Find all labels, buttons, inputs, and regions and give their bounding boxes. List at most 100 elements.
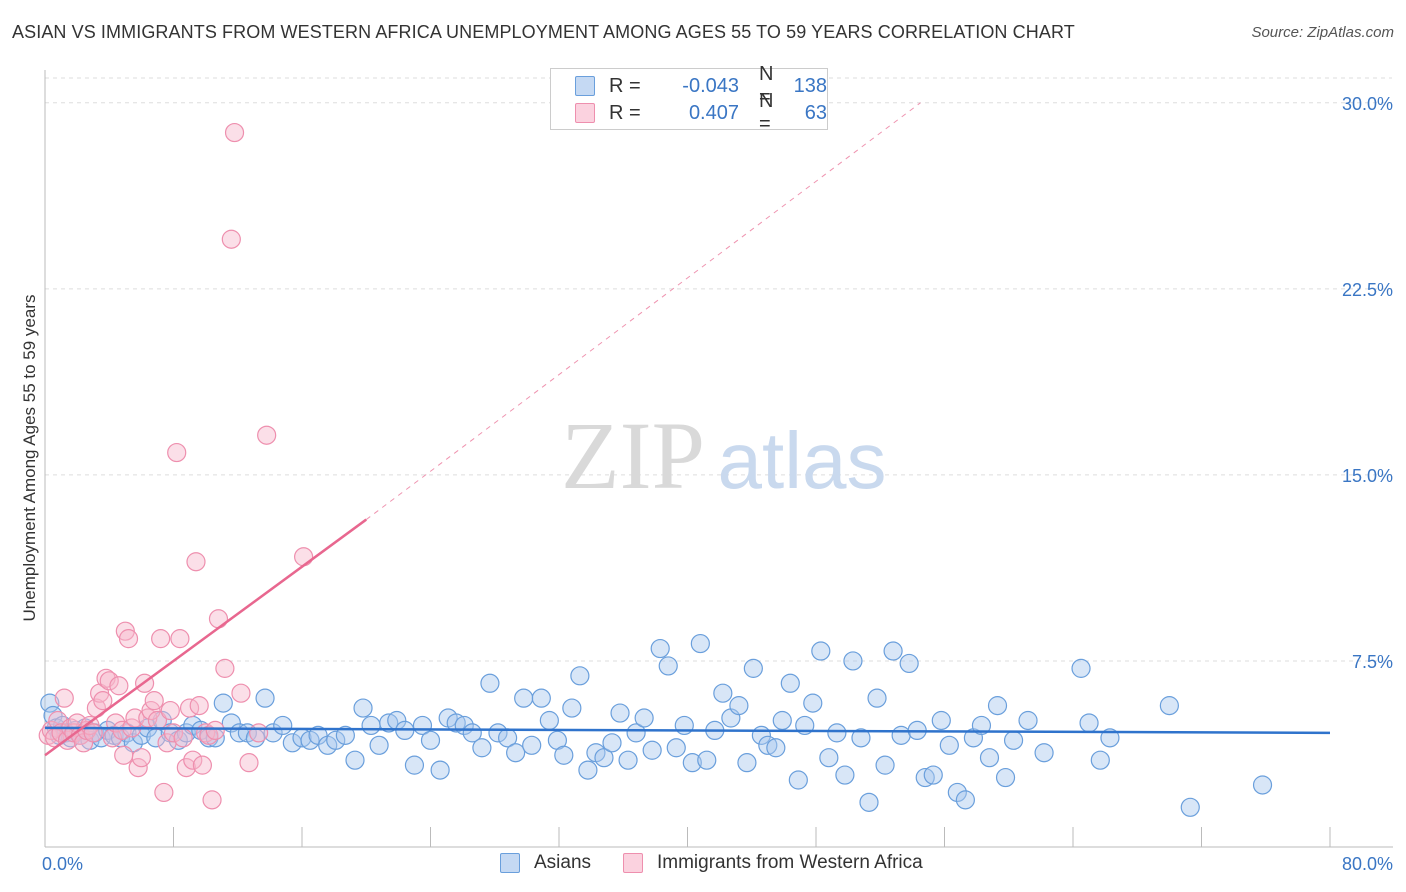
asian-point bbox=[758, 735, 778, 755]
legend-n-value: 63 bbox=[804, 101, 827, 124]
asian-point bbox=[979, 748, 1000, 768]
asian-point bbox=[642, 740, 662, 760]
asian-point bbox=[766, 738, 786, 758]
correlation-legend: R = -0.043 N = 138 R = 0.407 N = 63 bbox=[550, 63, 828, 135]
asian-point bbox=[430, 760, 450, 780]
asian-point bbox=[404, 755, 425, 775]
asian-point bbox=[737, 753, 757, 773]
asian-point bbox=[803, 693, 823, 713]
asian-point bbox=[955, 790, 975, 810]
legend-n-value: 138 bbox=[793, 74, 827, 97]
asian-point bbox=[713, 683, 733, 703]
waf-point bbox=[54, 688, 74, 708]
legend-n-label: N = bbox=[759, 63, 774, 108]
asian-point bbox=[361, 715, 381, 736]
waf-point bbox=[83, 723, 103, 743]
waf-point bbox=[186, 552, 206, 572]
waf-point bbox=[151, 629, 171, 649]
y-tick-label: 22.5% bbox=[1342, 280, 1393, 300]
x-tick-label-min: 0.0% bbox=[42, 854, 83, 874]
asian-point bbox=[335, 725, 355, 745]
asian-point bbox=[626, 723, 646, 743]
series-legend: Asians Immigrants from Western Africa bbox=[0, 852, 1406, 876]
waf-trend-line bbox=[44, 518, 367, 757]
tick-labels: 7.5% 15.0% 22.5% 30.0% 0.0% 80.0% bbox=[42, 94, 1393, 874]
trend-lines bbox=[44, 102, 1331, 757]
asian-point bbox=[915, 767, 935, 788]
legend-label-waf: Immigrants from Western Africa bbox=[657, 852, 923, 873]
asian-point bbox=[1252, 775, 1273, 795]
watermark-zip: ZIP bbox=[561, 402, 705, 509]
asian-point bbox=[743, 658, 763, 678]
asian-point bbox=[843, 651, 863, 671]
asian-point bbox=[345, 750, 365, 770]
waf-point bbox=[118, 629, 139, 649]
asian-point bbox=[1159, 696, 1179, 716]
asian-point bbox=[488, 723, 508, 743]
asian-point bbox=[682, 753, 702, 773]
legend-n-label: N = bbox=[759, 90, 774, 135]
asian-point bbox=[506, 743, 526, 763]
asian-point bbox=[213, 693, 233, 713]
asian-point bbox=[827, 723, 847, 743]
asian-point bbox=[480, 673, 500, 693]
x-tick-label-max: 80.0% bbox=[1342, 854, 1393, 874]
asian-point bbox=[531, 688, 551, 708]
asian-point bbox=[923, 765, 943, 785]
asian-point bbox=[1003, 730, 1024, 750]
asian-point bbox=[835, 765, 855, 785]
asian-point bbox=[851, 728, 871, 748]
legend-item-waf: Immigrants from Western Africa bbox=[623, 852, 923, 874]
waf-point bbox=[224, 122, 245, 143]
asian-point bbox=[891, 725, 911, 745]
asian-point bbox=[931, 710, 951, 731]
asian-point bbox=[658, 656, 678, 676]
y-axis-label: Unemployment Among Ages 55 to 59 years bbox=[20, 295, 39, 622]
asian-point bbox=[883, 641, 903, 661]
asian-point bbox=[1180, 797, 1200, 817]
watermark-atlas: atlas bbox=[718, 416, 887, 505]
asian-point bbox=[1100, 728, 1120, 748]
waf-point bbox=[170, 629, 190, 649]
waf-point bbox=[205, 720, 225, 741]
asian-point bbox=[811, 641, 831, 661]
legend-r-label: R = bbox=[609, 74, 641, 97]
waf-point bbox=[192, 755, 213, 775]
waf-point bbox=[93, 691, 113, 711]
waf-point bbox=[294, 547, 314, 567]
asian-point bbox=[1090, 750, 1110, 770]
asian-point bbox=[674, 715, 694, 736]
asian-point bbox=[899, 653, 919, 674]
asian-point bbox=[1018, 710, 1038, 731]
asian-point bbox=[562, 698, 582, 718]
asian-point bbox=[446, 713, 466, 733]
asian-point bbox=[867, 688, 887, 708]
waf-point bbox=[257, 425, 277, 445]
asian-point bbox=[859, 792, 879, 812]
waf-point bbox=[114, 745, 134, 765]
asian-point bbox=[594, 748, 614, 768]
asian-point bbox=[697, 750, 717, 770]
axes bbox=[44, 70, 1393, 848]
waf-point bbox=[160, 700, 180, 721]
asian-point bbox=[772, 710, 792, 731]
asian-point bbox=[1079, 713, 1099, 733]
asian-point bbox=[947, 782, 967, 803]
asian-point bbox=[995, 767, 1016, 788]
asian-point bbox=[379, 713, 399, 733]
legend-swatch-asians bbox=[500, 853, 520, 873]
asian-point bbox=[729, 696, 749, 716]
asian-point bbox=[131, 725, 151, 745]
waf-point bbox=[215, 658, 235, 678]
gridlines bbox=[45, 77, 1392, 662]
asians-trend-line bbox=[44, 726, 1331, 735]
asian-point bbox=[780, 673, 800, 693]
waf-point bbox=[154, 782, 174, 803]
legend-r-label: R = bbox=[609, 101, 641, 124]
asian-point bbox=[326, 730, 346, 750]
asian-point bbox=[875, 755, 895, 775]
asian-point bbox=[369, 735, 389, 755]
asian-point bbox=[971, 715, 992, 736]
waf-point bbox=[249, 723, 269, 743]
